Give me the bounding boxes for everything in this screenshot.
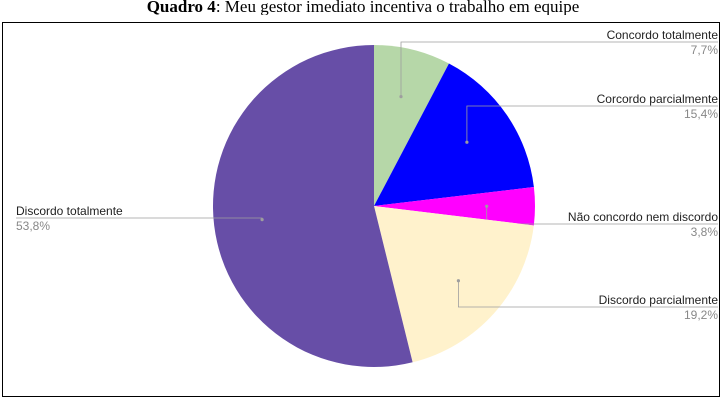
pie-slice-discordo-parcialmente xyxy=(374,206,534,363)
slice-label-nao-concordo-nem-discordo: Não concordo nem discordo xyxy=(568,210,718,224)
pie-slice-concordo-totalmente xyxy=(374,45,449,206)
slice-value-corcordo-parcialmente: 15,4% xyxy=(684,107,718,121)
slice-label-corcordo-parcialmente: Corcordo parcialmente xyxy=(597,92,719,106)
slice-value-nao-concordo-nem-discordo: 3,8% xyxy=(691,225,719,239)
pie-slice-discordo-totalmente xyxy=(212,44,413,368)
leader-dot-nao-concordo-nem-discordo xyxy=(485,204,489,208)
caption-text: : Meu gestor imediato incentiva o trabal… xyxy=(215,0,580,15)
slice-label-concordo-totalmente: Concordo totalmente xyxy=(607,28,719,42)
pie-slice-corcordo-parcialmente xyxy=(374,63,534,207)
slice-label-discordo-parcialmente: Discordo parcialmente xyxy=(599,293,719,307)
slice-value-concordo-totalmente: 7,7% xyxy=(691,43,719,57)
pie-slice-nao-concordo-nem-discordo xyxy=(374,187,535,226)
chart-caption: Quadro 4: Meu gestor imediato incentiva … xyxy=(0,0,726,15)
caption-label: Quadro 4 xyxy=(146,0,216,15)
leader-line-concordo-totalmente xyxy=(400,41,718,97)
slice-label-discordo-totalmente: Discordo totalmente xyxy=(16,204,123,218)
slice-value-discordo-parcialmente: 19,2% xyxy=(684,308,718,322)
slice-value-discordo-totalmente: 53,8% xyxy=(16,219,50,233)
leader-line-discordo-totalmente xyxy=(16,217,263,220)
leader-line-discordo-parcialmente xyxy=(458,280,718,308)
leader-line-corcordo-parcialmente xyxy=(466,105,718,143)
